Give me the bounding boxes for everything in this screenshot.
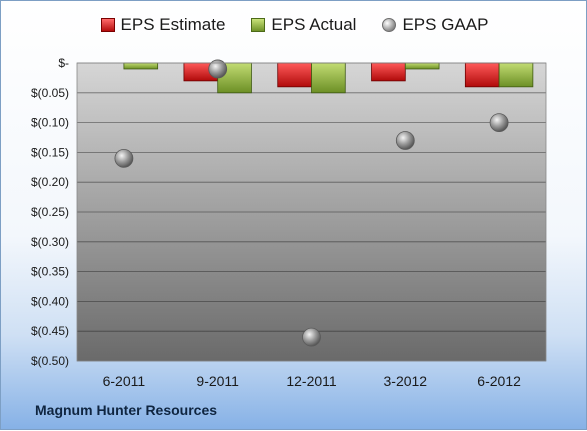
- plot-border: [76, 62, 547, 362]
- bar-eps-actual: [498, 62, 534, 88]
- y-tick-label: $(0.25): [31, 205, 69, 219]
- bar-eps-actual: [404, 62, 440, 70]
- bar-eps-estimate: [277, 62, 312, 88]
- point-eps-gaap: [208, 59, 228, 79]
- legend-label-gaap: EPS GAAP: [402, 15, 489, 34]
- point-eps-gaap: [114, 148, 134, 168]
- y-tick-label: $(0.20): [31, 175, 69, 189]
- y-tick-label: $(0.50): [31, 354, 69, 368]
- legend: EPS Estimate EPS Actual EPS GAAP: [1, 15, 587, 35]
- legend-swatch-actual: [251, 18, 266, 32]
- company-name: Magnum Hunter Resources: [35, 402, 218, 418]
- y-tick-label: $(0.05): [31, 86, 69, 100]
- y-tick-label: $(0.10): [31, 116, 69, 130]
- legend-item-estimate: EPS Estimate: [100, 15, 226, 35]
- point-eps-gaap: [395, 131, 415, 150]
- point-eps-gaap: [302, 327, 321, 347]
- bar-eps-actual: [311, 62, 346, 94]
- bar-eps-estimate: [464, 62, 500, 88]
- point-eps-gaap: [489, 113, 509, 132]
- x-tick-label: 9-2011: [196, 373, 239, 389]
- x-tick-label: 6-2011: [103, 373, 146, 389]
- x-tick-label: 3-2012: [384, 373, 428, 389]
- legend-swatch-gaap: [382, 18, 397, 32]
- legend-label-estimate: EPS Estimate: [120, 15, 226, 34]
- y-tick-label: $(0.30): [31, 235, 69, 249]
- y-tick-label: $-: [58, 56, 69, 70]
- y-tick-label: $(0.45): [31, 324, 69, 338]
- bar-eps-actual: [123, 62, 159, 70]
- legend-item-actual: EPS Actual: [251, 15, 356, 35]
- legend-item-gaap: EPS GAAP: [382, 15, 488, 35]
- bar-eps-estimate: [371, 62, 406, 82]
- legend-label-actual: EPS Actual: [271, 15, 357, 34]
- y-tick-label: $(0.40): [31, 294, 69, 308]
- x-tick-label: 12-2011: [286, 373, 337, 389]
- legend-swatch-estimate: [100, 18, 115, 32]
- y-tick-label: $(0.15): [31, 145, 69, 159]
- x-tick-label: 6-2012: [477, 373, 521, 389]
- y-tick-label: $(0.35): [31, 265, 69, 279]
